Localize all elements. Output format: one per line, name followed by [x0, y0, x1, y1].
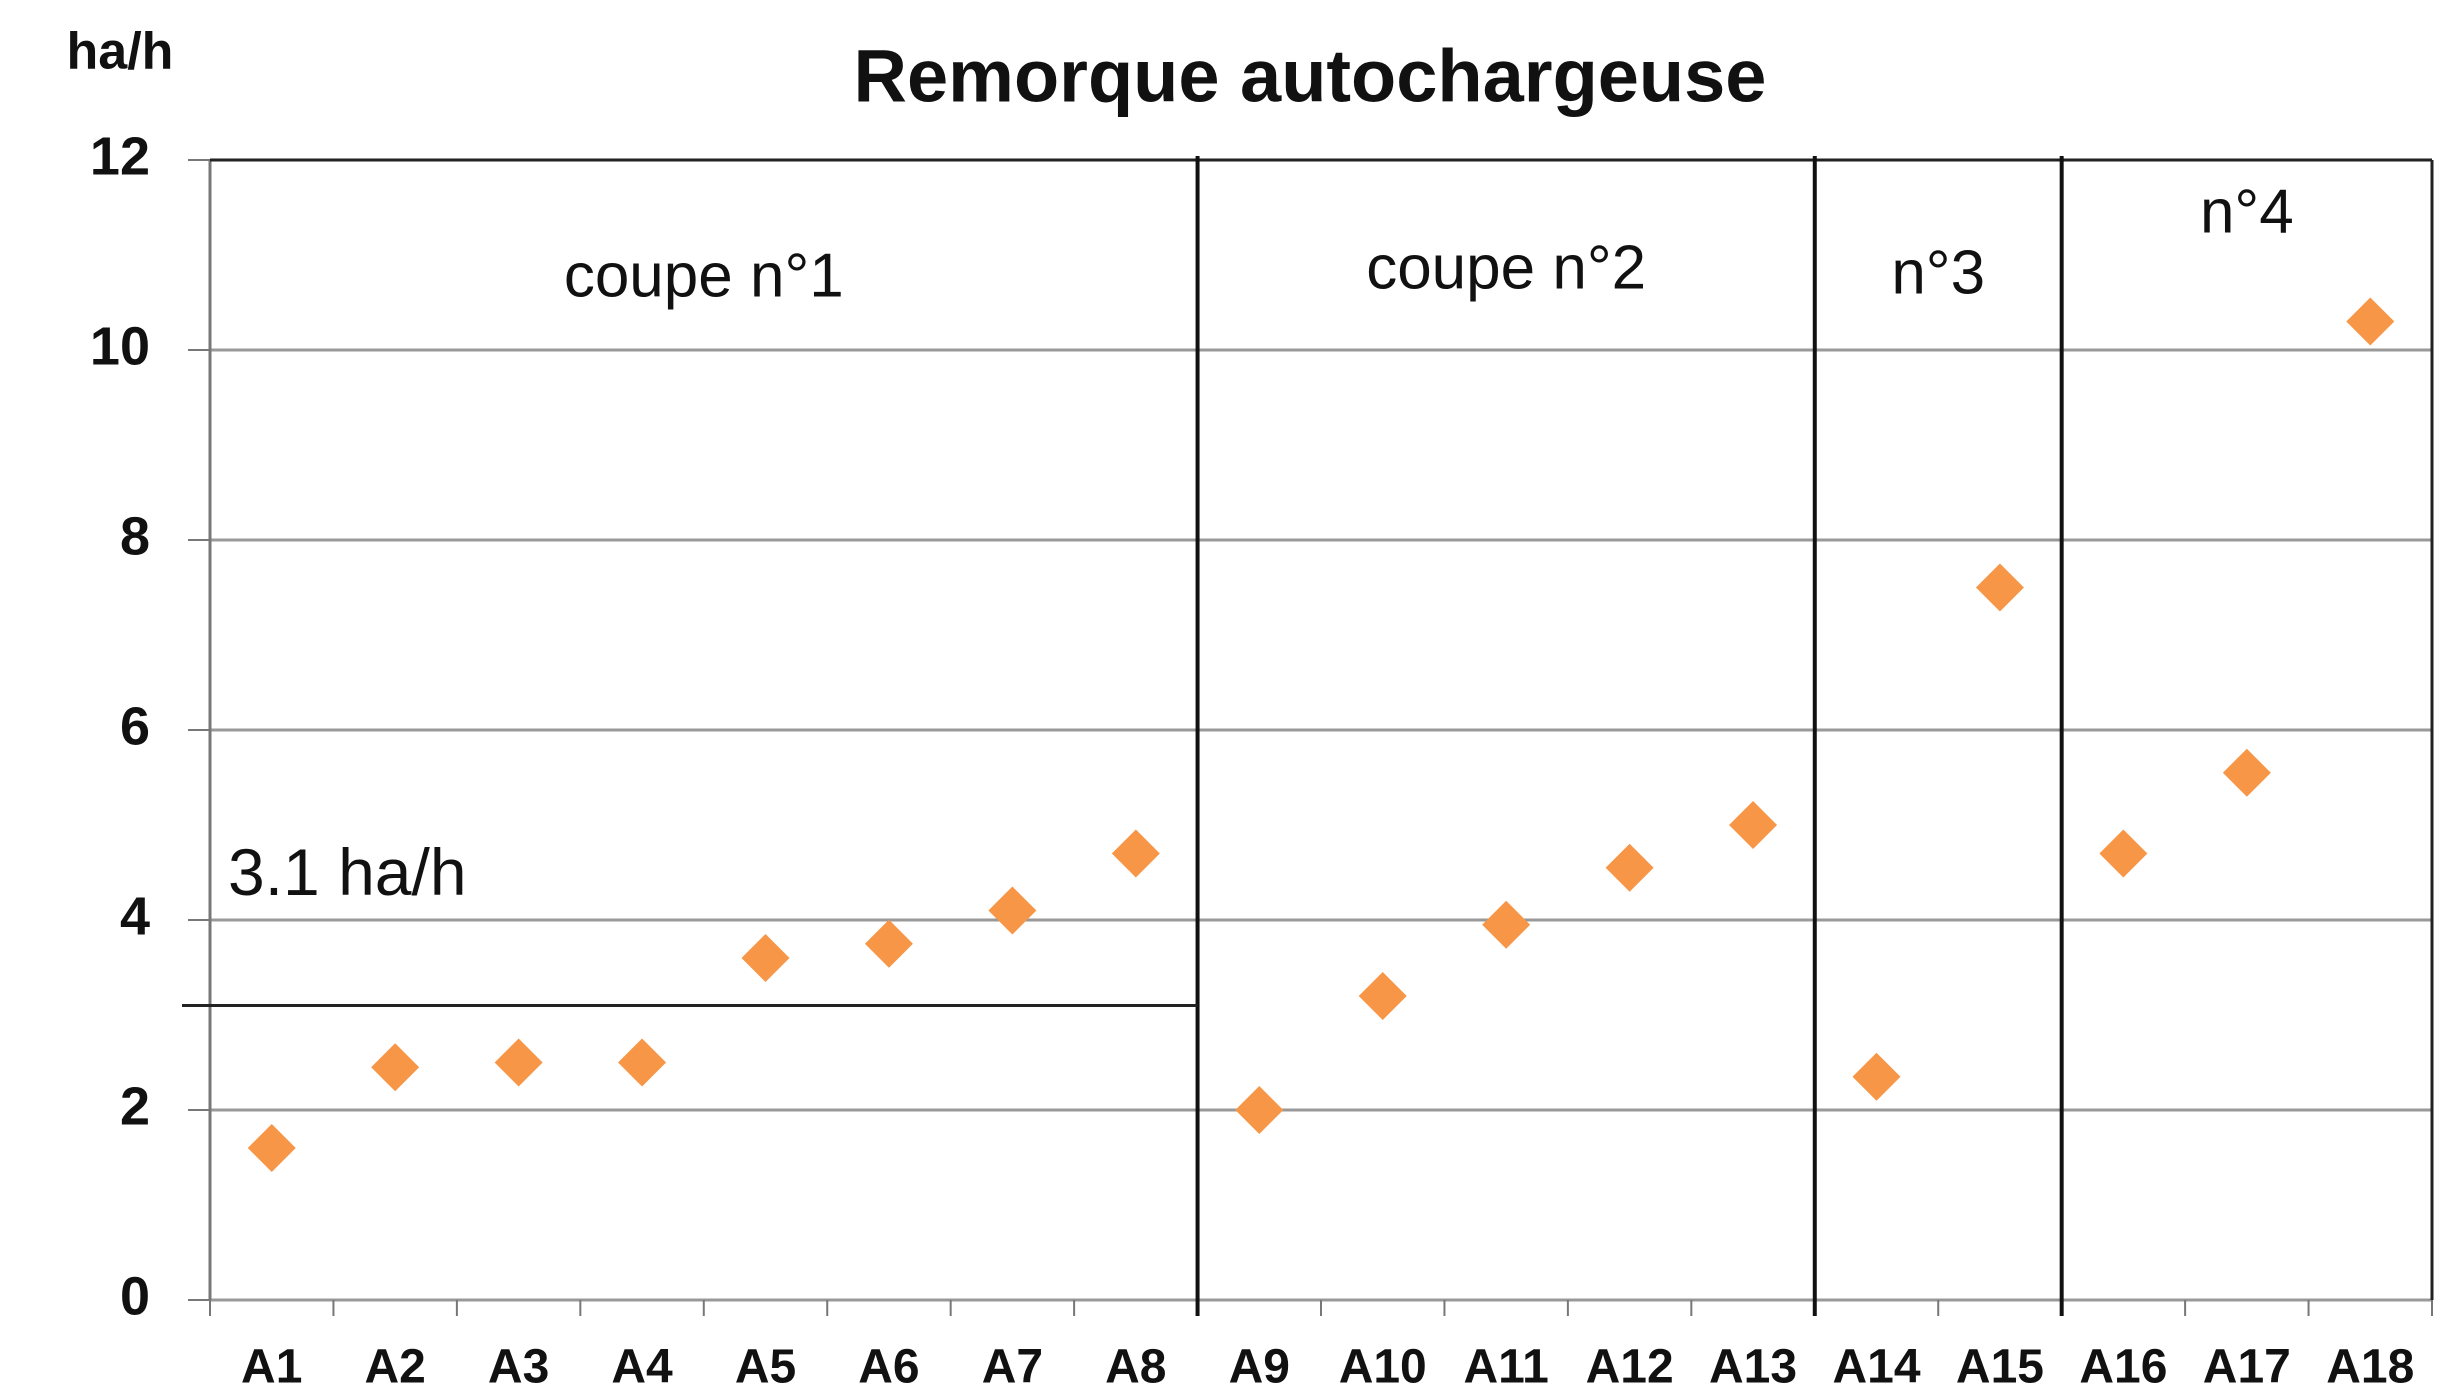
point [1482, 900, 1531, 949]
x-tick-label: A5 [735, 1341, 796, 1390]
point [864, 919, 913, 968]
x-tick-label: A7 [982, 1341, 1043, 1390]
point [1975, 563, 2024, 612]
y-axis-label: ha/h [67, 23, 174, 81]
point [2346, 297, 2395, 346]
y-tick-label: 4 [120, 886, 150, 946]
x-tick-label: A8 [1105, 1341, 1166, 1390]
group-label: n°3 [1891, 238, 1985, 307]
y-tick-label: 12 [90, 126, 150, 186]
x-tick-label: A15 [1956, 1341, 2044, 1390]
point [494, 1038, 543, 1087]
point [371, 1043, 420, 1092]
y-tick-label: 8 [120, 506, 150, 566]
x-tick-label: A18 [2326, 1341, 2414, 1390]
x-tick-label: A13 [1709, 1341, 1797, 1390]
x-tick-label: A4 [611, 1341, 673, 1390]
point [988, 886, 1037, 935]
point [1358, 972, 1407, 1020]
reference-label: 3.1 ha/h [228, 835, 467, 909]
point [2222, 748, 2271, 797]
x-tick-label: A17 [2203, 1341, 2291, 1390]
point [1111, 829, 1160, 878]
point [1605, 843, 1654, 892]
y-tick-label: 6 [120, 696, 150, 756]
point [1852, 1052, 1901, 1101]
point [741, 934, 790, 982]
x-tick-label: A10 [1339, 1341, 1427, 1390]
x-tick-label: A11 [1463, 1341, 1548, 1390]
x-tick-label: A2 [364, 1341, 425, 1390]
x-tick-label: A6 [858, 1341, 919, 1390]
x-tick-label: A14 [1832, 1341, 1920, 1390]
y-tick-label: 0 [120, 1266, 150, 1326]
x-tick-label: A16 [2079, 1341, 2167, 1390]
group-label: coupe n°1 [564, 241, 844, 310]
point [2099, 829, 2148, 878]
point [618, 1038, 667, 1087]
x-tick-label: A12 [1586, 1341, 1674, 1390]
x-tick-label: A1 [241, 1341, 302, 1390]
chart-title: Remorque autochargeuse [854, 35, 1767, 118]
y-tick-label: 2 [120, 1076, 150, 1136]
group-label: n°4 [2200, 177, 2294, 246]
y-tick-label: 10 [90, 316, 150, 376]
x-tick-label: A3 [488, 1341, 549, 1390]
point [1235, 1086, 1284, 1134]
point [247, 1124, 296, 1172]
point [1729, 801, 1778, 849]
group-label: coupe n°2 [1366, 233, 1646, 302]
x-tick-label: A9 [1229, 1341, 1290, 1390]
